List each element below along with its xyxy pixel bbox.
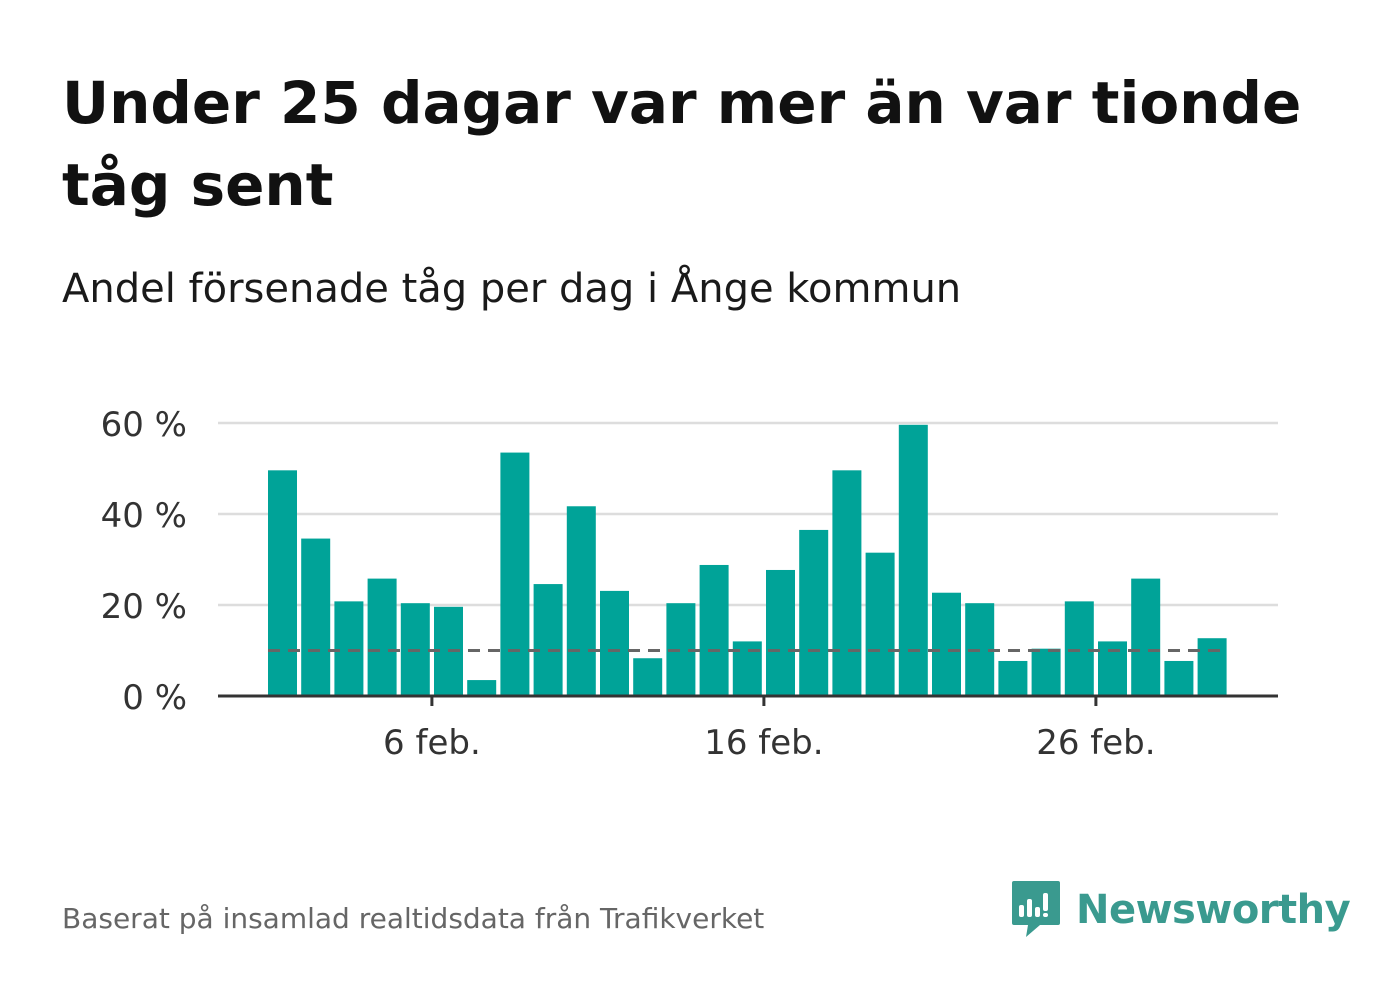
bar: 23 feb.: 7.7 % — [998, 660, 1028, 696]
bar: 4 feb.: 25.8 % — [367, 578, 397, 696]
bar: 10 feb.: 41.7 % — [566, 506, 596, 696]
grid-lines — [218, 421, 1278, 607]
bar: 16 feb.: 27.7 % — [766, 569, 795, 696]
bar: 21 feb.: 22.7 % — [932, 592, 961, 696]
bars: 1 feb.: 49.6 %2 feb.: 34.6 %3 feb.: 20.8… — [268, 424, 1227, 696]
bar: 28 feb.: 7.7 % — [1164, 660, 1194, 696]
bar: 18 feb.: 49.6 % — [832, 470, 862, 696]
bar: 9 feb.: 24.6 % — [533, 584, 563, 696]
bar: 29 feb.: 12.7 % — [1197, 638, 1227, 696]
bar: 19 feb.: 31.5 % — [865, 552, 895, 696]
bar: 24 feb.: 10.4 % — [1031, 648, 1061, 696]
bar: 8 feb.: 53.5 % — [500, 452, 530, 696]
brand-logo[interactable]: Newsworthy — [1010, 878, 1351, 942]
y-tick-label: 20 % — [101, 587, 187, 627]
bar: 27 feb.: 25.8 % — [1131, 578, 1161, 696]
chart-subtitle: Andel försenade tåg per dag i Ånge kommu… — [62, 266, 962, 312]
bar: 1 feb.: 49.6 % — [268, 470, 297, 696]
bar: 17 feb.: 36.5 % — [799, 529, 829, 696]
x-tick-label: 26 feb. — [1036, 723, 1155, 763]
bar: 14 feb.: 28.8 % — [699, 564, 729, 696]
y-tick-label: 0 % — [122, 678, 187, 718]
bar: 7 feb.: 3.5 % — [467, 680, 497, 696]
x-axis: 6 feb. 16 feb. 26 feb. — [218, 694, 1278, 763]
x-tick-label: 16 feb. — [704, 723, 823, 763]
y-axis-labels: 0 % 20 % 40 % 60 % — [101, 405, 187, 718]
bar-chart: 0 % 20 % 40 % 60 % 1 feb.: 49.6 %2 feb.: 34… — [101, 405, 1278, 763]
x-tick-label: 6 feb. — [383, 723, 481, 763]
bar: 2 feb.: 34.6 % — [301, 538, 331, 696]
bar: 20 feb.: 59.6 % — [898, 424, 928, 696]
brand-name: Newsworthy — [1076, 887, 1351, 933]
bar: 12 feb.: 8.3 % — [633, 658, 663, 696]
bar: 11 feb.: 23.1 % — [600, 590, 629, 696]
y-tick-label: 40 % — [101, 496, 187, 536]
source-note: Baserat på insamlad realtidsdata från Tr… — [62, 902, 765, 935]
chart-title: Under 25 dagar var mer än var tionde tåg… — [62, 69, 1302, 219]
bar: 3 feb.: 20.8 % — [334, 601, 364, 696]
y-tick-label: 60 % — [101, 405, 187, 445]
bar: 25 feb.: 20.8 % — [1064, 601, 1094, 696]
newsworthy-logo-icon — [1012, 881, 1060, 937]
